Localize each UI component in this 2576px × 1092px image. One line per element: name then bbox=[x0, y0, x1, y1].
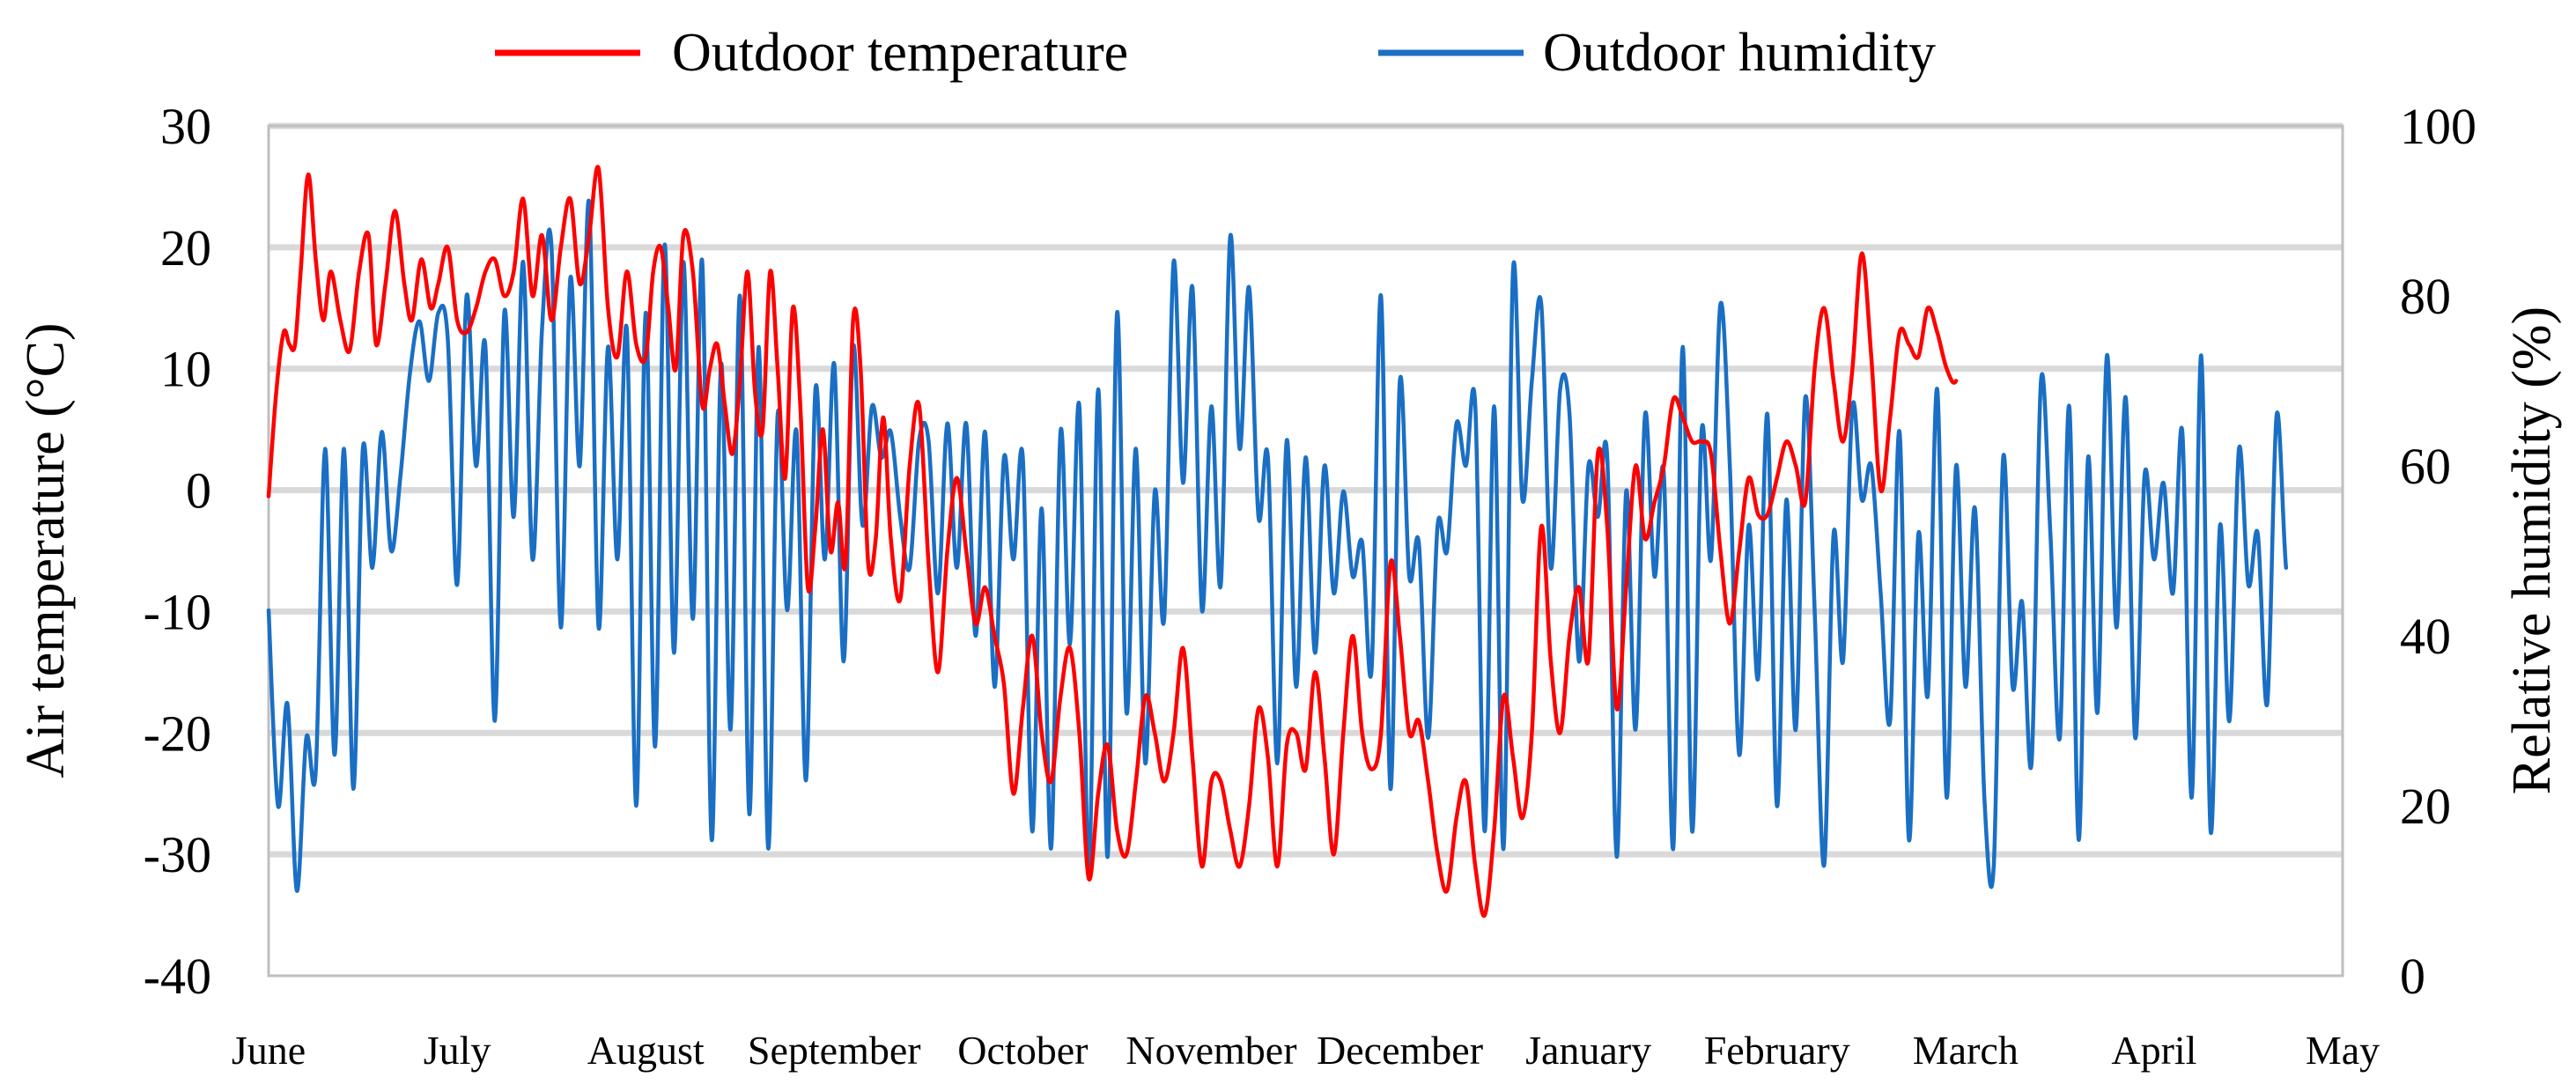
left-tick-label: 30 bbox=[160, 98, 211, 155]
left-tick-label: 20 bbox=[160, 219, 211, 277]
series-layer bbox=[266, 165, 2289, 919]
left-tick-label: -40 bbox=[144, 948, 211, 1005]
x-tick-label-october: October bbox=[957, 1028, 1088, 1073]
series-line-outdoor-temperature bbox=[266, 165, 1959, 919]
right-tick-label: 100 bbox=[2400, 98, 2476, 155]
right-tick-label: 40 bbox=[2400, 608, 2451, 665]
legend: Outdoor temperature Outdoor humidity bbox=[495, 23, 1936, 83]
right-tick-label: 0 bbox=[2400, 948, 2425, 1005]
x-tick-label-july: July bbox=[424, 1028, 491, 1073]
x-tick-label-february: February bbox=[1704, 1028, 1850, 1073]
right-axis-title: Relative humidity (%) bbox=[2502, 306, 2562, 794]
x-tick-label-august: August bbox=[587, 1028, 705, 1073]
x-tick-label-may: May bbox=[2306, 1028, 2380, 1073]
right-axis-ticks: 100 80 60 40 20 0 bbox=[2400, 98, 2476, 1005]
plot-area bbox=[267, 124, 2344, 978]
left-tick-label: -20 bbox=[144, 705, 211, 762]
left-axis-title: Air temperature (°C) bbox=[16, 322, 76, 778]
left-axis-ticks: 30 20 10 0 -10 -20 -30 -40 bbox=[144, 98, 211, 1005]
x-tick-label-april: April bbox=[2111, 1028, 2196, 1073]
x-tick-label-december: December bbox=[1317, 1028, 1483, 1073]
left-tick-label: -30 bbox=[144, 826, 211, 883]
x-tick-label-september: September bbox=[748, 1028, 921, 1073]
x-axis-ticks: June July August September October November De… bbox=[232, 1028, 2380, 1073]
legend-label-humidity: Outdoor humidity bbox=[1543, 23, 1936, 83]
right-tick-label: 80 bbox=[2400, 268, 2451, 325]
x-tick-label-january: January bbox=[1525, 1028, 1651, 1073]
left-tick-label: -10 bbox=[144, 583, 211, 640]
x-tick-label-march: March bbox=[1913, 1028, 2019, 1073]
left-tick-label: 0 bbox=[186, 462, 211, 520]
left-tick-label: 10 bbox=[160, 341, 211, 398]
right-tick-label: 20 bbox=[2400, 778, 2451, 835]
x-tick-label-june: June bbox=[232, 1028, 306, 1073]
x-tick-label-november: November bbox=[1126, 1028, 1296, 1073]
legend-label-temperature: Outdoor temperature bbox=[672, 23, 1128, 83]
right-tick-label: 60 bbox=[2400, 438, 2451, 495]
series-line-outdoor-humidity bbox=[266, 198, 2289, 893]
